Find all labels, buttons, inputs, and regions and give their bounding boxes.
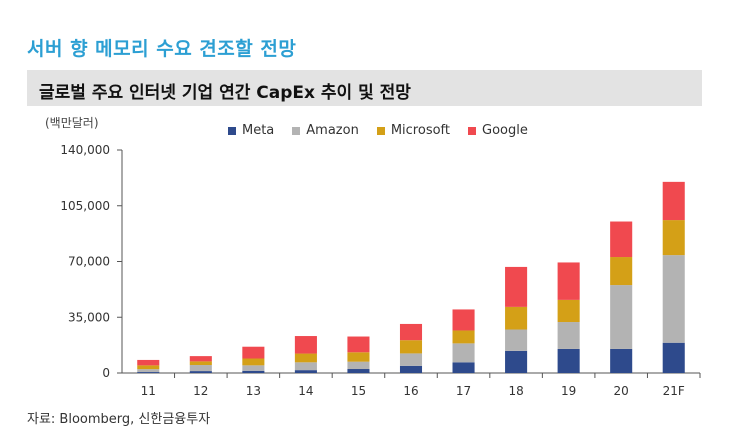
bar-segment-microsoft [189, 361, 212, 366]
chart-legend: Meta Amazon Microsoft Google [228, 123, 528, 138]
bar-segment-meta [610, 348, 633, 373]
bar-segment-google [137, 359, 160, 366]
legend-item-google: Google [468, 123, 528, 138]
legend-swatch-google [468, 126, 476, 135]
bar-segment-amazon [557, 322, 580, 349]
x-tick-label: 11 [141, 384, 156, 398]
legend-swatch-microsoft [376, 126, 385, 135]
bar-segment-amazon [137, 369, 160, 373]
bar-segment-google [399, 323, 423, 341]
bar-segment-amazon [610, 285, 633, 349]
bar-segment-microsoft [557, 299, 580, 323]
chart-title: 글로벌 주요 인터넷 기업 연간 CapEx 추이 및 전망 [39, 83, 411, 103]
y-tick-label: 0 [102, 366, 110, 380]
y-tick-label: 70,000 [68, 255, 110, 269]
bar-segment-microsoft [610, 257, 633, 286]
bar-segment-google [505, 266, 528, 307]
bar-segment-meta [137, 372, 160, 373]
bar-segment-microsoft [662, 220, 685, 256]
bar-segment-microsoft [294, 353, 317, 363]
source-note: 자료: Bloomberg, 신한금융투자 [27, 412, 211, 427]
bar-segment-amazon [242, 365, 265, 371]
bar-segment-meta [242, 370, 265, 373]
y-tick-label: 140,000 [60, 143, 110, 157]
bar-segment-amazon [294, 362, 317, 371]
bar-segment-amazon [505, 329, 528, 351]
legend-item-amazon: Amazon [292, 123, 359, 138]
y-unit-label: (백만달러) [45, 116, 99, 130]
bar-segment-google [242, 346, 265, 359]
x-tick-label: 12 [193, 384, 208, 398]
chart-title-bar: 글로벌 주요 인터넷 기업 연간 CapEx 추이 및 전망 [27, 70, 702, 106]
legend-item-meta: Meta [228, 123, 274, 138]
legend-label-amazon: Amazon [306, 123, 359, 138]
x-tick-label: 15 [351, 384, 366, 398]
bar-segment-meta [505, 350, 528, 373]
bar-segment-microsoft [347, 352, 370, 362]
bar-segment-amazon [662, 255, 685, 343]
bar-segment-google [557, 262, 580, 300]
bar-segment-microsoft [399, 340, 423, 354]
bar-segment-microsoft [137, 365, 160, 370]
bar-segment-google [452, 309, 475, 331]
legend-swatch-amazon [292, 126, 301, 135]
legend-label-meta: Meta [242, 123, 275, 138]
x-tick-label: 18 [508, 384, 523, 398]
bar-segment-microsoft [505, 306, 528, 330]
bar-segment-meta [452, 362, 475, 373]
legend-label-microsoft: Microsoft [390, 123, 450, 138]
x-tick-label: 21F [663, 384, 685, 398]
bar-segment-meta [399, 365, 423, 373]
bar-segment-google [610, 221, 633, 258]
x-tick-label: 16 [403, 384, 418, 398]
bar-segment-google [294, 336, 317, 354]
x-tick-label: 20 [614, 384, 629, 398]
bar-segment-meta [557, 348, 580, 373]
legend-item-microsoft: Microsoft [376, 123, 450, 138]
x-tick-label: 17 [456, 384, 471, 398]
bar-segment-amazon [452, 343, 475, 363]
bar-segment-meta [347, 369, 370, 373]
y-tick-label: 35,000 [68, 310, 110, 324]
x-tick-label: 19 [561, 384, 576, 398]
bar-segment-google [347, 336, 370, 353]
bar-segment-amazon [347, 361, 370, 370]
y-tick-label: 105,000 [60, 199, 110, 213]
x-tick-label: 14 [298, 384, 313, 398]
bar-segment-google [662, 181, 685, 221]
bar-segment-meta [189, 371, 212, 373]
x-tick-label: 13 [246, 384, 261, 398]
bar-segment-meta [662, 342, 685, 373]
bar-segment-microsoft [242, 358, 265, 366]
legend-swatch-meta [228, 126, 236, 135]
bar-segment-meta [294, 370, 317, 373]
page-headline: 서버 향 메모리 수요 견조할 전망 [27, 38, 297, 60]
bar-segment-microsoft [452, 330, 475, 344]
legend-label-google: Google [482, 123, 528, 138]
bar-segment-amazon [399, 353, 423, 366]
bar-segment-google [189, 356, 212, 362]
bar-segment-amazon [189, 365, 212, 372]
